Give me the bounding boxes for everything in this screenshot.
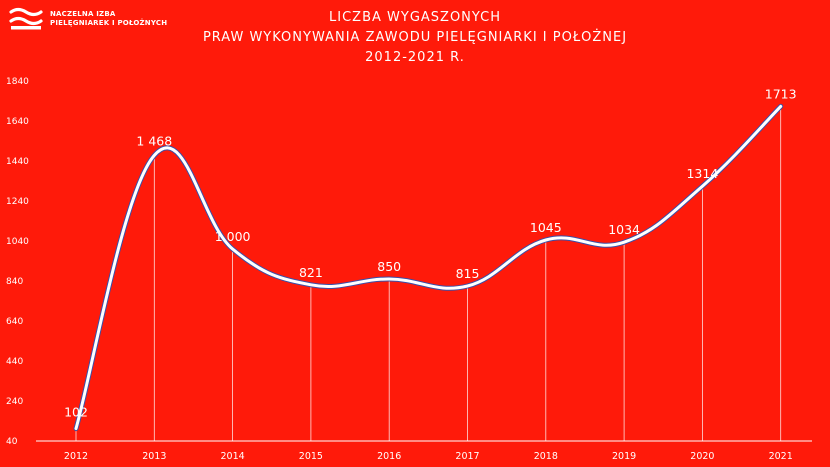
x-tick-label: 2016 [377, 451, 401, 462]
x-tick-label: 2021 [769, 451, 793, 462]
logo-wave-icon [9, 7, 43, 30]
data-label: 815 [456, 266, 480, 281]
chart-title-line-2: PRAW WYKONYWANIA ZAWODU PIELĘGNIARKI I P… [202, 30, 628, 45]
x-tick-label: 2020 [690, 451, 714, 462]
x-tick-label: 2014 [221, 451, 245, 462]
x-tick-label: 2015 [299, 451, 323, 462]
y-tick-label: 640 [6, 317, 23, 327]
series-line-outline [73, 103, 784, 432]
y-tick-label: 240 [6, 397, 23, 407]
y-tick-label: 40 [6, 437, 18, 447]
data-label: 850 [377, 259, 401, 274]
data-label: 1 468 [136, 133, 172, 148]
x-tick-label: 2013 [142, 451, 166, 462]
y-tick-label: 1640 [6, 117, 29, 127]
y-tick-label: 1040 [6, 237, 29, 247]
logo: NACZELNA IZBA PIELĘGNIAREK I POŁOŻNYCH [8, 6, 208, 34]
series-line [74, 104, 783, 431]
y-tick-label: 1240 [6, 197, 29, 207]
data-label: 1314 [686, 166, 718, 181]
logo-text: NACZELNA IZBA PIELĘGNIAREK I POŁOŻNYCH [50, 10, 167, 28]
chart-title-line-3: 2012-2021 R. [365, 50, 465, 65]
chart-title: LICZBA WYGASZONYCH PRAW WYKONYWANIA ZAWO… [0, 8, 830, 68]
y-tick-label: 1440 [6, 157, 29, 167]
data-label: 1034 [608, 222, 640, 237]
logo-line-1: NACZELNA IZBA [50, 10, 116, 18]
data-label: 102 [64, 405, 88, 420]
chart-title-line-1: LICZBA WYGASZONYCH [329, 10, 501, 25]
x-tick-label: 2017 [455, 451, 479, 462]
y-tick-label: 440 [6, 357, 23, 367]
data-label: 1 000 [215, 229, 251, 244]
y-tick-label: 840 [6, 277, 23, 287]
y-tick-label: 1840 [6, 77, 29, 87]
x-tick-label: 2019 [612, 451, 636, 462]
data-label: 1713 [765, 86, 797, 101]
data-label: 1045 [530, 220, 562, 235]
x-tick-label: 2018 [534, 451, 558, 462]
logo-line-2: PIELĘGNIAREK I POŁOŻNYCH [50, 19, 168, 27]
x-tick-label: 2012 [64, 451, 88, 462]
data-label: 821 [299, 265, 323, 280]
